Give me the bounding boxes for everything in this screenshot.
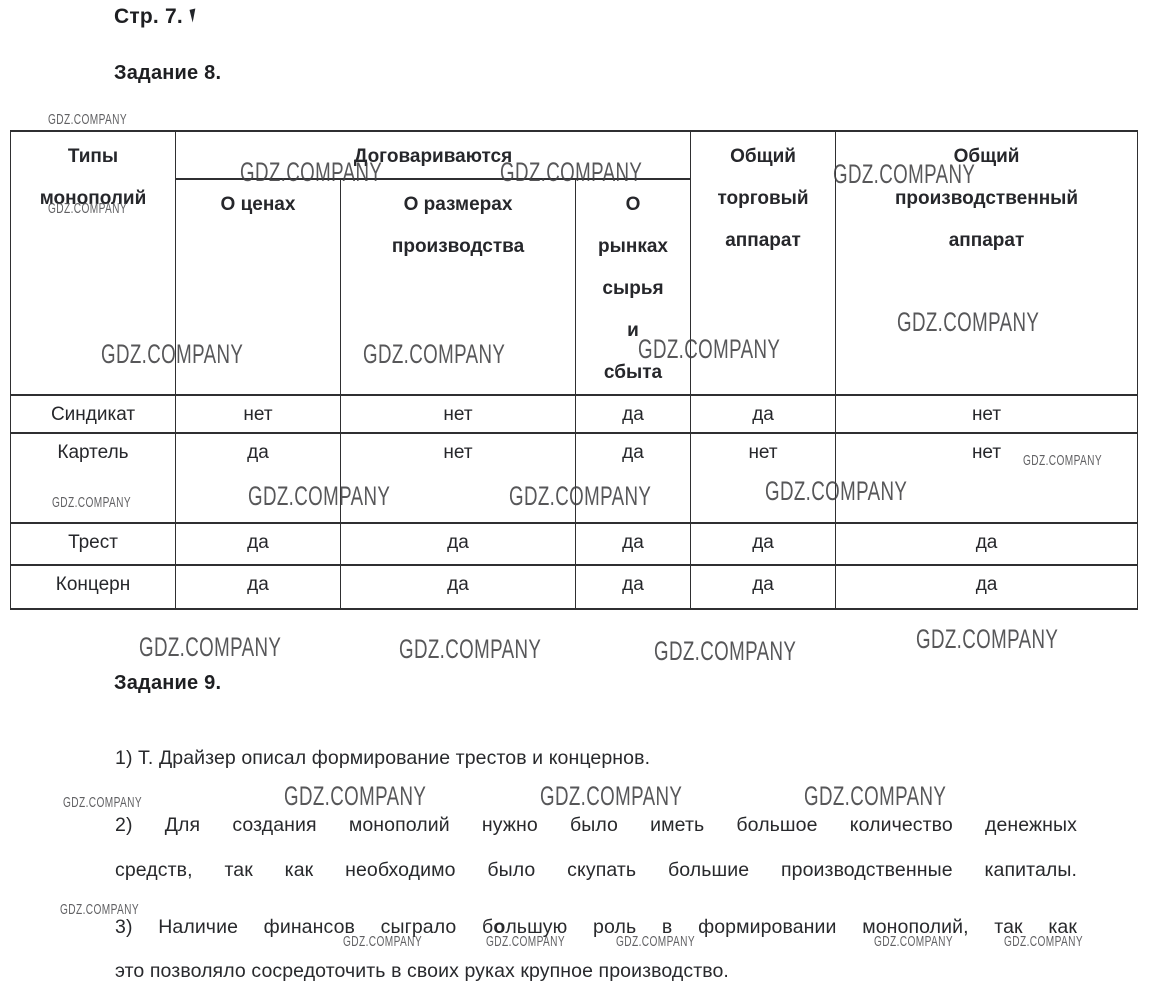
- monopoly-types-table: Типы монополий Договариваются Общий торг…: [10, 130, 1139, 610]
- table-value-cell: нет: [690, 432, 837, 524]
- watermark: GDZ.COMPANY: [916, 625, 1059, 655]
- monopoly-type-cell: Концерн: [10, 564, 176, 610]
- task9-heading: Задание 9.: [114, 672, 222, 694]
- table-value-cell: да: [340, 522, 576, 566]
- answer-line-4-post: льшую роль в формировании монополий, так…: [505, 916, 1077, 938]
- watermark: GDZ.COMPANY: [139, 633, 282, 663]
- watermark: GDZ.COMPANY: [284, 782, 427, 812]
- answer-line-3: средств, так как необходимо было скупать…: [115, 859, 1077, 881]
- monopoly-type-cell: Синдикат: [10, 394, 176, 434]
- answer-line-4-pre: 3) Наличие финансов сыграло б: [115, 916, 494, 938]
- table-value-cell: да: [574, 522, 692, 566]
- watermark: GDZ.COMPANY: [63, 794, 143, 811]
- header-types: Типы монополий: [10, 130, 176, 396]
- monopoly-type-cell: Трест: [10, 522, 176, 566]
- answer-line-1: 1) Т. Драйзер описал формирование тресто…: [115, 747, 651, 769]
- header-common-trade: Общий торговый аппарат: [690, 130, 837, 396]
- table-value-cell: да: [175, 522, 341, 566]
- table-value-cell: нет: [340, 394, 576, 434]
- header-common-production: Общий производственный аппарат: [835, 130, 1139, 396]
- table-row: Трест да да да да да: [10, 522, 1139, 566]
- cursor-mark: [189, 8, 199, 23]
- table-value-cell: да: [574, 394, 692, 434]
- monopoly-table-body: Синдикат нет нет да да нет Картель да нет да нет не…: [10, 394, 1139, 610]
- table-value-cell: да: [574, 564, 692, 610]
- table-value-cell: нет: [835, 432, 1139, 524]
- table-value-cell: нет: [340, 432, 576, 524]
- table-value-cell: да: [574, 432, 692, 524]
- table-row: Синдикат нет нет да да нет: [10, 394, 1139, 434]
- watermark: GDZ.COMPANY: [804, 782, 947, 812]
- header-markets: О рынках сырья и сбыта: [574, 178, 692, 396]
- table-row: Концерн да да да да да: [10, 564, 1139, 610]
- table-value-cell: нет: [835, 394, 1139, 434]
- table-value-cell: да: [690, 522, 837, 566]
- header-production-size: О размерах производства: [340, 178, 576, 396]
- answer-line-4-emphasis: о: [493, 916, 506, 938]
- watermark: GDZ.COMPANY: [399, 635, 542, 665]
- table-header: Типы монополий Договариваются Общий торг…: [10, 130, 1139, 396]
- watermark: GDZ.COMPANY: [654, 637, 797, 667]
- table-value-cell: да: [690, 564, 837, 610]
- page-number-heading: Стр. 7.: [114, 5, 183, 28]
- table-value-cell: да: [690, 394, 837, 434]
- monopoly-type-cell: Картель: [10, 432, 176, 524]
- task8-heading: Задание 8.: [114, 62, 222, 84]
- table-value-cell: да: [835, 564, 1139, 610]
- table-value-cell: да: [175, 432, 341, 524]
- answer-line-4: 3) Наличие финансов сыграло большую роль…: [115, 916, 1077, 939]
- answer-line-5: это позволяло сосредоточить в своих рука…: [115, 960, 729, 982]
- answer-line-2: 2) Для создания монополий нужно было име…: [115, 814, 1077, 836]
- table-row: Картель да нет да нет нет: [10, 432, 1139, 524]
- table-value-cell: да: [175, 564, 341, 610]
- table-value-cell: да: [340, 564, 576, 610]
- table-value-cell: нет: [175, 394, 341, 434]
- watermark: GDZ.COMPANY: [48, 111, 128, 128]
- header-group-agree: Договариваются: [174, 130, 692, 180]
- watermark: GDZ.COMPANY: [540, 782, 683, 812]
- table-value-cell: да: [835, 522, 1139, 566]
- header-prices: О ценах: [175, 178, 341, 396]
